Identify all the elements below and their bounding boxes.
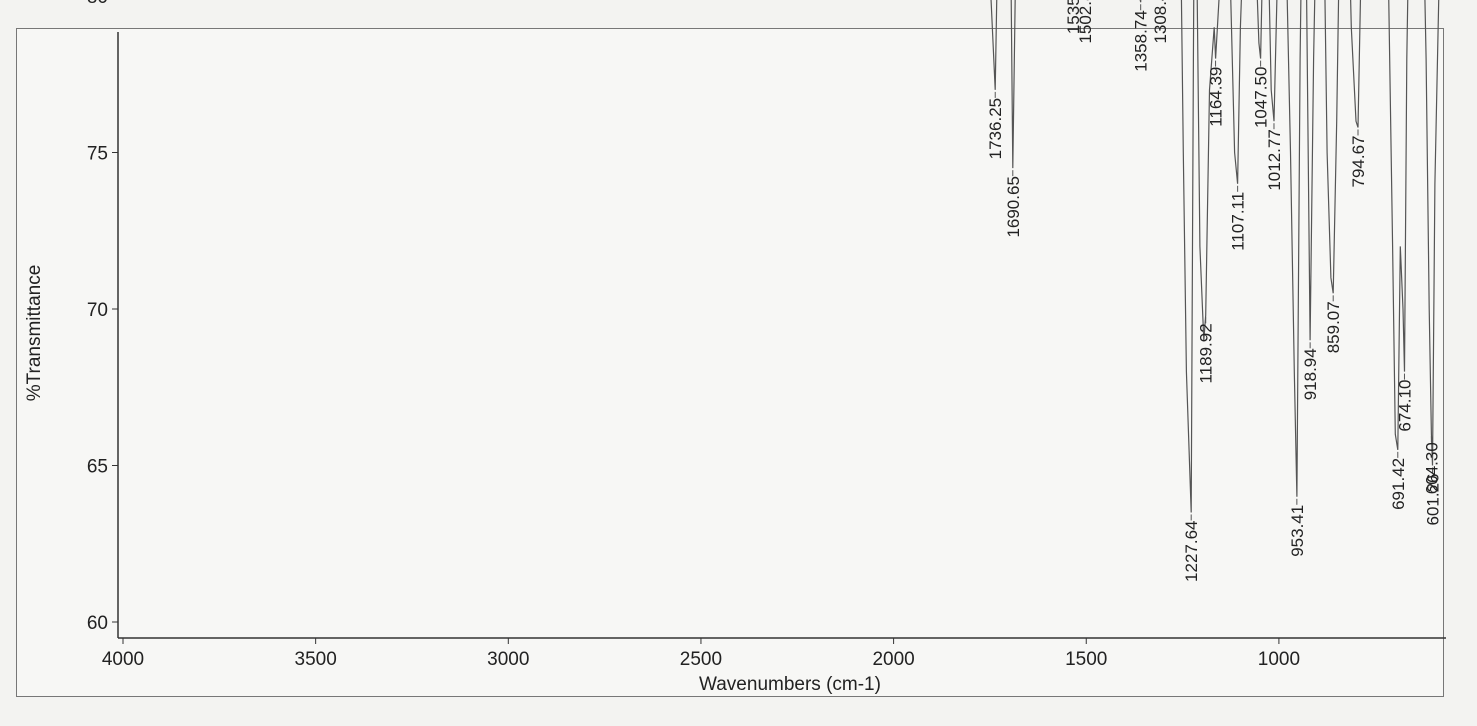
y-tick-label: 65 [87, 457, 108, 478]
peak-label: 794.67 [1349, 136, 1368, 188]
peak-label: 604.30 [1422, 442, 1441, 494]
peak-label: 1535.02 [1064, 0, 1083, 34]
peak-label: 918.94 [1301, 348, 1320, 400]
peak-label: 1189.92 [1197, 323, 1216, 383]
peak-label: 859.07 [1324, 301, 1343, 353]
peak-label: 1308.48 [1151, 0, 1170, 44]
x-tick-label: 2000 [872, 649, 914, 670]
x-ticks: 4000 3500 3000 2500 2000 1500 1000 [102, 638, 1300, 670]
peak-labels: 3366.313055.631736.251690.651604.331535.… [986, 0, 1443, 582]
spectrum-line [990, 0, 1440, 513]
peak-label: 674.10 [1396, 380, 1415, 432]
y-tick-label: 75 [87, 144, 108, 165]
y-tick-label: 70 [87, 300, 108, 321]
y-ticks: 6065707580859095 [87, 0, 118, 634]
x-tick-label: 1500 [1065, 649, 1107, 670]
peak-label: 1358.74 [1132, 10, 1151, 71]
x-axis-title: Wavenumbers (cm-1) [699, 674, 881, 695]
peak-label: 1107.11 [1229, 192, 1248, 251]
peak-label: 1736.25 [986, 98, 1005, 159]
x-tick-label: 3000 [487, 649, 529, 670]
peak-label: 1227.64 [1182, 521, 1201, 582]
peak-label: 1690.65 [1004, 176, 1023, 237]
x-tick-label: 2500 [680, 649, 722, 670]
peak-label: 1047.50 [1252, 67, 1271, 128]
x-tick-label: 3500 [295, 649, 337, 670]
chart-frame [16, 28, 1444, 697]
x-tick-label: 4000 [102, 649, 144, 670]
axes [117, 32, 1446, 639]
peak-label: 1502.84 [1076, 0, 1095, 44]
x-tick-label: 1000 [1258, 649, 1300, 670]
peak-label: 601.26 [1424, 474, 1443, 526]
peak-label: 1164.39 [1207, 67, 1226, 127]
peak-label: 1012.77 [1265, 129, 1284, 190]
peak-label: 953.41 [1288, 505, 1307, 557]
y-tick-label: 80 [87, 0, 108, 8]
y-axis-title: %Transmittance [24, 265, 45, 402]
peak-label: 691.42 [1389, 458, 1408, 510]
y-tick-label: 60 [87, 613, 108, 634]
